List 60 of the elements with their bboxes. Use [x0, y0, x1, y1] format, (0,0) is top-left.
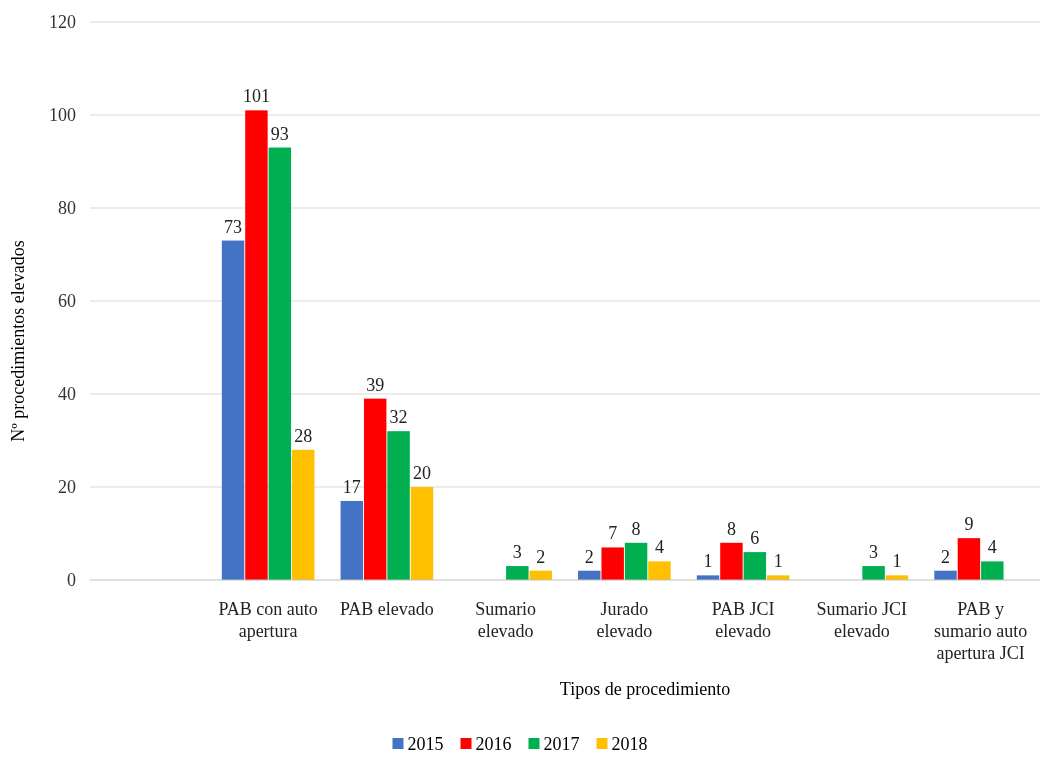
- bar: [957, 538, 981, 580]
- bar: [268, 147, 292, 580]
- x-tick-label: Sumario elevado: [475, 599, 537, 641]
- y-axis-title: Nº procedimientos elevados: [8, 240, 28, 442]
- data-label: 2: [584, 546, 594, 567]
- legend-label: 2017: [543, 734, 580, 755]
- legend-label: 2015: [407, 734, 444, 755]
- data-label: 8: [726, 518, 736, 539]
- bar: [601, 547, 624, 580]
- x-tick-label: Sumario JCI elevado: [816, 599, 908, 641]
- y-tick-label: 40: [58, 384, 76, 405]
- data-label: 101: [242, 86, 270, 107]
- data-label: 1: [892, 551, 902, 572]
- legend-label: 2016: [475, 734, 512, 755]
- data-label: 2: [536, 546, 546, 567]
- bar: [410, 487, 434, 580]
- bar: [648, 561, 671, 580]
- y-tick-label: 120: [49, 12, 76, 33]
- x-tick-label: PAB JCI elevado: [711, 599, 775, 641]
- bar: [720, 542, 743, 580]
- data-label: 1: [773, 551, 783, 572]
- bar: [245, 110, 268, 580]
- data-label: 7: [608, 523, 618, 544]
- data-label: 1: [703, 551, 713, 572]
- x-tick-label: PAB y sumario auto apertura JCI: [933, 599, 1028, 663]
- x-axis-title: Tipos de procedimiento: [559, 679, 731, 699]
- bar: [743, 552, 767, 580]
- y-tick-label: 0: [67, 570, 76, 591]
- data-label: 4: [987, 537, 997, 558]
- data-label: 17: [342, 476, 361, 497]
- y-tick-label: 60: [58, 291, 76, 312]
- data-label: 4: [654, 537, 664, 558]
- bar: [862, 566, 885, 580]
- x-tick-label: Jurado elevado: [596, 599, 653, 641]
- y-tick-label: 80: [58, 198, 76, 219]
- bar: [221, 240, 245, 580]
- data-label: 20: [412, 463, 431, 483]
- legend-label: 2018: [611, 734, 648, 755]
- data-label: 32: [389, 407, 408, 428]
- bar: [624, 542, 648, 580]
- data-label: 93: [270, 123, 289, 144]
- bar: [291, 449, 315, 580]
- bar: [363, 398, 387, 580]
- data-label: 2: [941, 546, 951, 567]
- x-tick-label: PAB elevado: [339, 599, 434, 619]
- data-label: 3: [512, 542, 522, 563]
- data-label: 28: [294, 425, 313, 446]
- bar: [506, 566, 529, 580]
- data-label: 39: [366, 374, 385, 395]
- data-label: 3: [869, 542, 879, 563]
- x-tick-label: PAB con auto apertura: [218, 599, 318, 641]
- y-tick-label: 100: [49, 105, 76, 126]
- data-label: 73: [224, 216, 243, 237]
- y-tick-label: 20: [58, 477, 76, 498]
- bar: [387, 431, 410, 580]
- data-label: 9: [964, 514, 974, 535]
- bar: [340, 500, 364, 580]
- bar: [981, 561, 1004, 580]
- data-label: 6: [750, 528, 760, 549]
- data-label: 8: [631, 518, 641, 539]
